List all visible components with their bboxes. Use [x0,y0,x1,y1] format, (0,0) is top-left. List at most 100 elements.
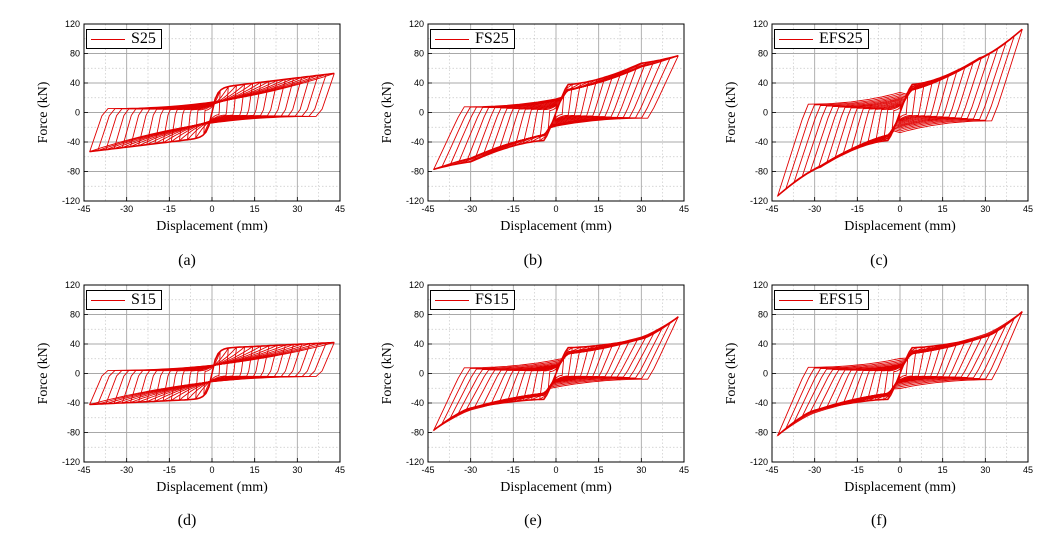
x-tick-label: 15 [250,204,260,214]
x-tick-label: -15 [507,465,520,475]
x-axis-title-b: Displacement (mm) [500,219,612,234]
y-axis-title-a: Force (kN) [36,81,51,143]
legend-b: FS25 [430,29,515,49]
x-tick-label: -30 [120,465,133,475]
ticks-f: -45 -30 -15 0 15 30 45 120 80 40 0 -40 -80 -120 [750,280,1033,475]
y-tick-label: 80 [70,49,80,59]
chart-panel-f: -45 -30 -15 0 15 30 45 120 80 40 0 -40 -80 -120 Displa… [724,280,1033,495]
x-tick-label: -45 [77,204,90,214]
x-axis-title-c: Displacement (mm) [844,219,956,234]
caption-f: (f) [871,512,887,529]
legend-line-d [91,299,125,301]
x-tick-label: 30 [980,204,990,214]
x-tick-label: -15 [851,465,864,475]
y-tick-label: 40 [758,339,768,349]
skeleton-curve [777,310,1023,437]
y-tick-label: 120 [409,280,424,290]
y-tick-label: 80 [414,310,424,320]
y-tick-label: 120 [65,19,80,29]
y-tick-label: 80 [758,310,768,320]
y-tick-label: -40 [67,137,80,147]
x-tick-label: 15 [250,465,260,475]
chart-panel-b: -45 -30 -15 0 15 30 45 120 80 40 0 -40 -80 -120 Displa… [380,19,689,234]
y-tick-label: 0 [75,369,80,379]
y-tick-label: -80 [411,428,424,438]
y-tick-label: -120 [750,457,768,467]
series-a [88,72,335,153]
y-tick-label: -120 [62,196,80,206]
x-axis-title-e: Displacement (mm) [500,480,612,495]
x-tick-label: -30 [464,465,477,475]
x-tick-label: 15 [938,465,948,475]
y-tick-label: 40 [70,78,80,88]
x-tick-label: 0 [553,465,558,475]
x-tick-label: 45 [679,465,689,475]
y-tick-label: 0 [763,369,768,379]
hysteresis-loop [88,342,335,406]
chart-panel-a: -45 -30 -15 0 15 30 45 120 80 40 0 -40 -80 -120 Displa… [36,19,345,234]
y-tick-label: -80 [67,167,80,177]
legend-text-e: FS15 [475,291,509,308]
x-tick-label: 45 [679,204,689,214]
legend-c: EFS25 [774,29,869,49]
major-grid-b [428,24,684,201]
chart-svg-b: -45 -30 -15 0 15 30 45 120 80 40 0 -40 -80 -120 Displa… [380,19,689,234]
y-tick-label: 40 [758,78,768,88]
caption-a: (a) [178,252,196,269]
chart-svg-e: -45 -30 -15 0 15 30 45 120 80 40 0 -40 -80 -120 Displa… [380,280,689,495]
series-b [432,54,679,171]
x-tick-label: -15 [163,465,176,475]
legend-f: EFS15 [774,290,869,310]
x-tick-label: 0 [553,204,558,214]
y-axis-title-c: Force (kN) [724,81,739,143]
y-tick-label: -120 [406,457,424,467]
y-axis-title-e: Force (kN) [380,342,395,404]
y-axis-title-b: Force (kN) [380,81,395,143]
legend-line-c [779,38,813,40]
legend-line-f [779,299,813,301]
y-tick-label: -80 [755,167,768,177]
ticks-b: -45 -30 -15 0 15 30 45 120 80 40 0 -40 -80 -120 [406,19,689,214]
y-tick-label: 40 [414,78,424,88]
x-tick-label: -15 [163,204,176,214]
legend-line-e [435,299,469,301]
y-axis-title-f: Force (kN) [724,342,739,404]
chart-svg-c: -45 -30 -15 0 15 30 45 120 80 40 0 -40 -80 -120 Displa… [724,19,1033,234]
x-tick-label: -30 [808,465,821,475]
skeleton-curve [433,316,679,431]
chart-svg-d: -45 -30 -15 0 15 30 45 120 80 40 0 -40 -80 -120 Displa… [36,280,345,495]
x-tick-label: 30 [636,204,646,214]
y-tick-label: 120 [65,280,80,290]
y-tick-label: 0 [419,108,424,118]
x-tick-label: -15 [507,204,520,214]
x-tick-label: -30 [120,204,133,214]
legend-line-b [435,38,469,40]
caption-c: (c) [870,252,888,269]
y-tick-label: -40 [411,398,424,408]
caption-e: (e) [524,512,542,529]
x-tick-label: -15 [851,204,864,214]
series-d [88,341,335,406]
x-tick-label: 0 [897,204,902,214]
legend-text-d: S15 [131,291,156,308]
legend-text-b: FS25 [475,30,509,47]
y-tick-label: 80 [758,49,768,59]
chart-svg-f: -45 -30 -15 0 15 30 45 120 80 40 0 -40 -80 -120 Displa… [724,280,1033,495]
x-tick-label: -45 [765,465,778,475]
x-tick-label: 45 [335,465,345,475]
legend-text-a: S25 [131,30,156,47]
chart-svg-a: -45 -30 -15 0 15 30 45 120 80 40 0 -40 -80 -120 Displa… [36,19,345,234]
x-tick-label: 15 [938,204,948,214]
chart-panel-d: -45 -30 -15 0 15 30 45 120 80 40 0 -40 -80 -120 Displa… [36,280,345,495]
x-tick-label: 0 [897,465,902,475]
x-tick-label: 45 [1023,204,1033,214]
x-axis-title-d: Displacement (mm) [156,480,268,495]
legend-text-c: EFS25 [819,30,863,47]
x-tick-label: 15 [594,465,604,475]
legend-text-f: EFS15 [819,291,863,308]
series-e [432,316,679,432]
legend-a: S25 [86,29,162,49]
y-tick-label: -120 [406,196,424,206]
y-tick-label: -80 [67,428,80,438]
y-tick-label: -120 [750,196,768,206]
